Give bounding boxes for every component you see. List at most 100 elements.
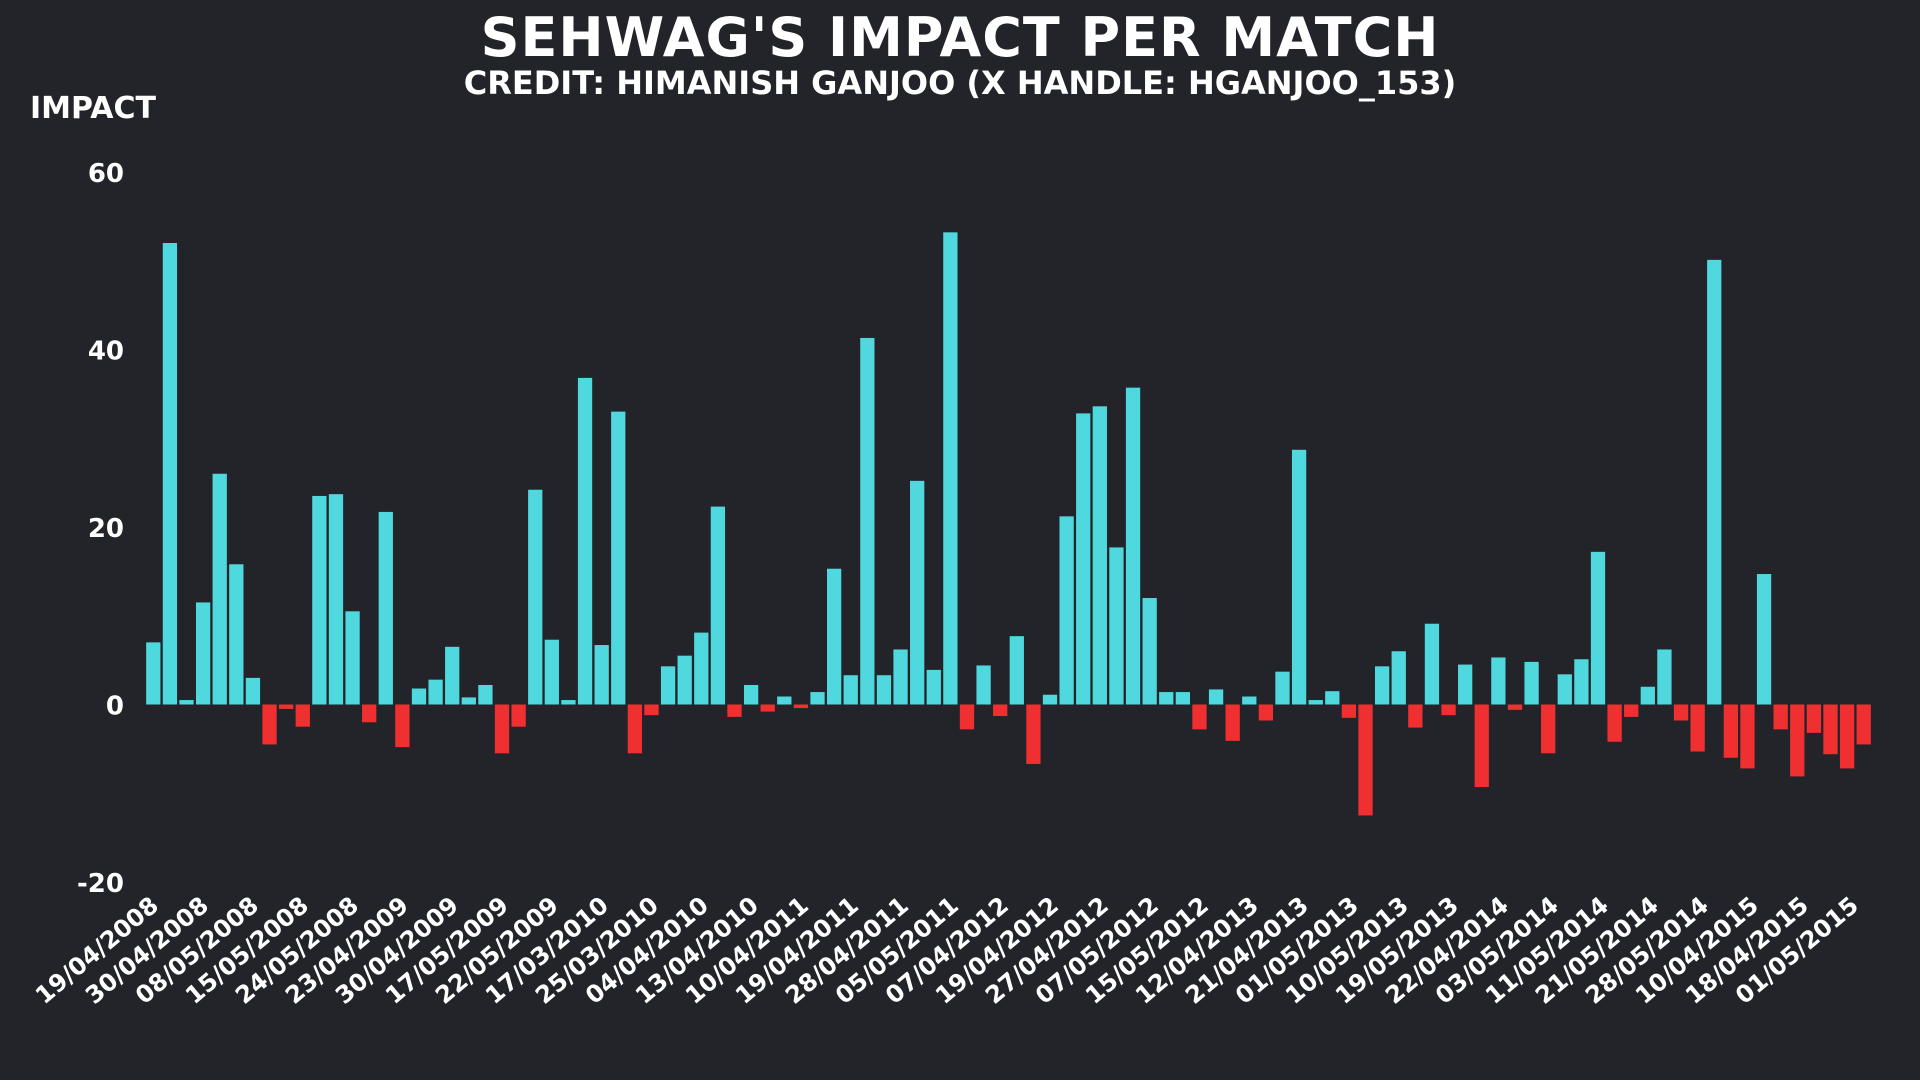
bar xyxy=(1391,651,1406,705)
bar xyxy=(943,232,958,705)
chart-subtitle: CREDIT: HIMANISH GANJOO (X HANDLE: HGANJ… xyxy=(463,64,1457,102)
bar xyxy=(1192,704,1207,730)
bar xyxy=(1441,704,1456,716)
bar xyxy=(1408,704,1423,728)
bar xyxy=(461,697,476,705)
bar xyxy=(1258,704,1274,721)
bar xyxy=(1325,691,1340,705)
bar xyxy=(1142,598,1157,705)
bar xyxy=(1574,659,1589,705)
bar xyxy=(1159,692,1174,705)
bar xyxy=(976,665,991,705)
bar xyxy=(544,639,559,705)
bar xyxy=(1640,686,1655,705)
bar xyxy=(1291,449,1307,705)
bar xyxy=(1474,704,1489,788)
bar xyxy=(1125,387,1141,705)
bar xyxy=(378,511,393,705)
bar xyxy=(1856,704,1871,745)
bar xyxy=(1374,666,1390,705)
bar xyxy=(594,645,609,705)
bar xyxy=(677,655,692,705)
bar xyxy=(777,696,792,705)
bar xyxy=(1507,704,1523,710)
bar xyxy=(345,611,360,705)
bar xyxy=(1740,704,1755,769)
bar xyxy=(727,704,742,717)
bars-group xyxy=(146,232,1871,816)
bar xyxy=(660,666,676,705)
y-tick-label: 60 xyxy=(88,159,124,189)
bar xyxy=(229,564,244,705)
bar xyxy=(312,495,327,705)
bar xyxy=(146,642,161,705)
bar xyxy=(1242,696,1257,705)
bar xyxy=(827,568,842,705)
y-axis-label: IMPACT xyxy=(30,91,156,126)
bar xyxy=(1076,413,1091,705)
bar xyxy=(1806,704,1822,733)
bar xyxy=(162,243,178,705)
bar xyxy=(644,704,659,716)
bar xyxy=(627,704,643,754)
bar xyxy=(328,494,344,705)
bar xyxy=(1773,704,1788,730)
bar xyxy=(843,675,858,705)
bar xyxy=(1790,704,1805,777)
bar xyxy=(1823,704,1838,755)
bar xyxy=(910,480,925,705)
bar xyxy=(511,704,526,727)
bar xyxy=(1723,704,1738,758)
chart-title: SEHWAG'S IMPACT PER MATCH xyxy=(480,6,1440,69)
bar xyxy=(279,704,294,709)
bar xyxy=(1208,689,1224,705)
bar xyxy=(445,646,460,705)
bar xyxy=(860,337,875,705)
bar xyxy=(1557,674,1572,705)
y-tick-label: 40 xyxy=(88,337,124,367)
bar xyxy=(760,704,775,712)
bar xyxy=(262,704,277,745)
bar xyxy=(577,377,593,705)
bar xyxy=(1839,704,1855,769)
bar xyxy=(876,675,892,705)
bar xyxy=(959,704,975,730)
bar xyxy=(1657,649,1672,705)
y-tick-label: -20 xyxy=(77,869,124,899)
bar xyxy=(1026,704,1041,764)
bar xyxy=(1092,406,1107,705)
bar xyxy=(245,677,261,705)
bar xyxy=(1225,704,1240,741)
bar xyxy=(611,411,626,705)
bar xyxy=(362,704,377,723)
bar xyxy=(1524,661,1539,705)
bar xyxy=(1607,704,1622,742)
bar xyxy=(411,688,427,705)
y-tick-label: 0 xyxy=(106,692,124,722)
bar xyxy=(710,506,726,705)
y-axis-ticks: 60 40 20 0 -20 xyxy=(77,159,124,899)
bar xyxy=(1690,704,1705,752)
bar xyxy=(212,473,227,705)
bar xyxy=(1308,700,1323,705)
bar xyxy=(793,704,809,709)
bar xyxy=(1341,704,1357,718)
bar xyxy=(743,684,759,705)
bar xyxy=(428,679,443,705)
bar xyxy=(494,704,510,754)
x-axis-ticks: 19/04/200830/04/200808/05/200815/05/2008… xyxy=(30,891,1864,1010)
bar xyxy=(1275,671,1290,705)
bar xyxy=(395,704,410,748)
bar xyxy=(1059,516,1074,705)
bar xyxy=(1590,551,1606,705)
bar xyxy=(1175,692,1190,705)
bar xyxy=(694,632,709,705)
bar xyxy=(1491,657,1506,705)
y-tick-label: 20 xyxy=(88,514,124,544)
bar xyxy=(561,700,576,705)
bar xyxy=(993,704,1008,717)
bar xyxy=(528,489,543,705)
bar xyxy=(1756,574,1772,705)
